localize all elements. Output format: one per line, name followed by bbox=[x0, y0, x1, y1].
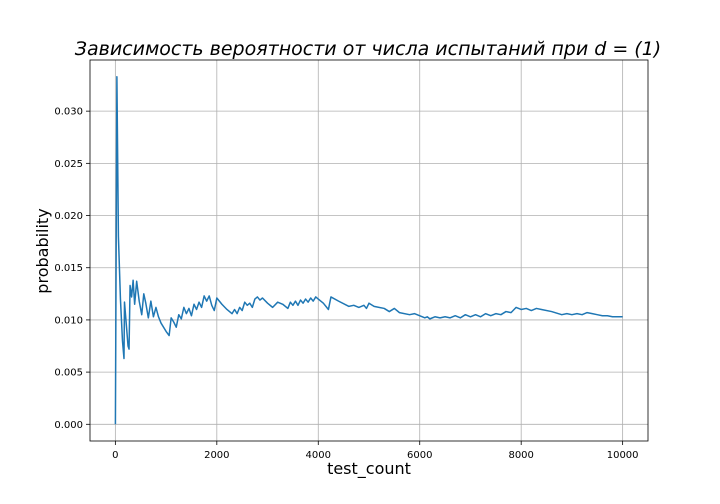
x-tick-label: 8000 bbox=[508, 450, 533, 461]
x-tick-label: 2000 bbox=[204, 450, 229, 461]
x-tick-label: 6000 bbox=[407, 450, 432, 461]
y-tick-label: 0.010 bbox=[54, 315, 83, 326]
y-tick-label: 0.030 bbox=[54, 107, 83, 118]
y-tick-label: 0.015 bbox=[54, 263, 83, 274]
chart-title: Зависимость вероятности от числа испытан… bbox=[75, 38, 661, 60]
plot-frame bbox=[89, 59, 649, 442]
y-tick-label: 0.020 bbox=[54, 211, 83, 222]
axis-ticks: 0 2000 4000 6000 8000 10000 0.000 0.005 0.010 0.0… bbox=[54, 107, 638, 461]
x-tick-label: 0 bbox=[112, 450, 118, 461]
probability-line bbox=[114, 75, 623, 425]
x-tick-label: 10000 bbox=[607, 450, 639, 461]
y-tick-label: 0.025 bbox=[54, 159, 83, 170]
y-axis-label: probability bbox=[33, 208, 52, 293]
x-tick-label: 4000 bbox=[306, 450, 331, 461]
grid bbox=[90, 60, 648, 441]
x-axis-label: test_count bbox=[327, 459, 411, 479]
series-layer bbox=[114, 75, 623, 425]
y-tick-label: 0.005 bbox=[54, 368, 83, 379]
y-tick-label: 0.000 bbox=[54, 420, 83, 431]
